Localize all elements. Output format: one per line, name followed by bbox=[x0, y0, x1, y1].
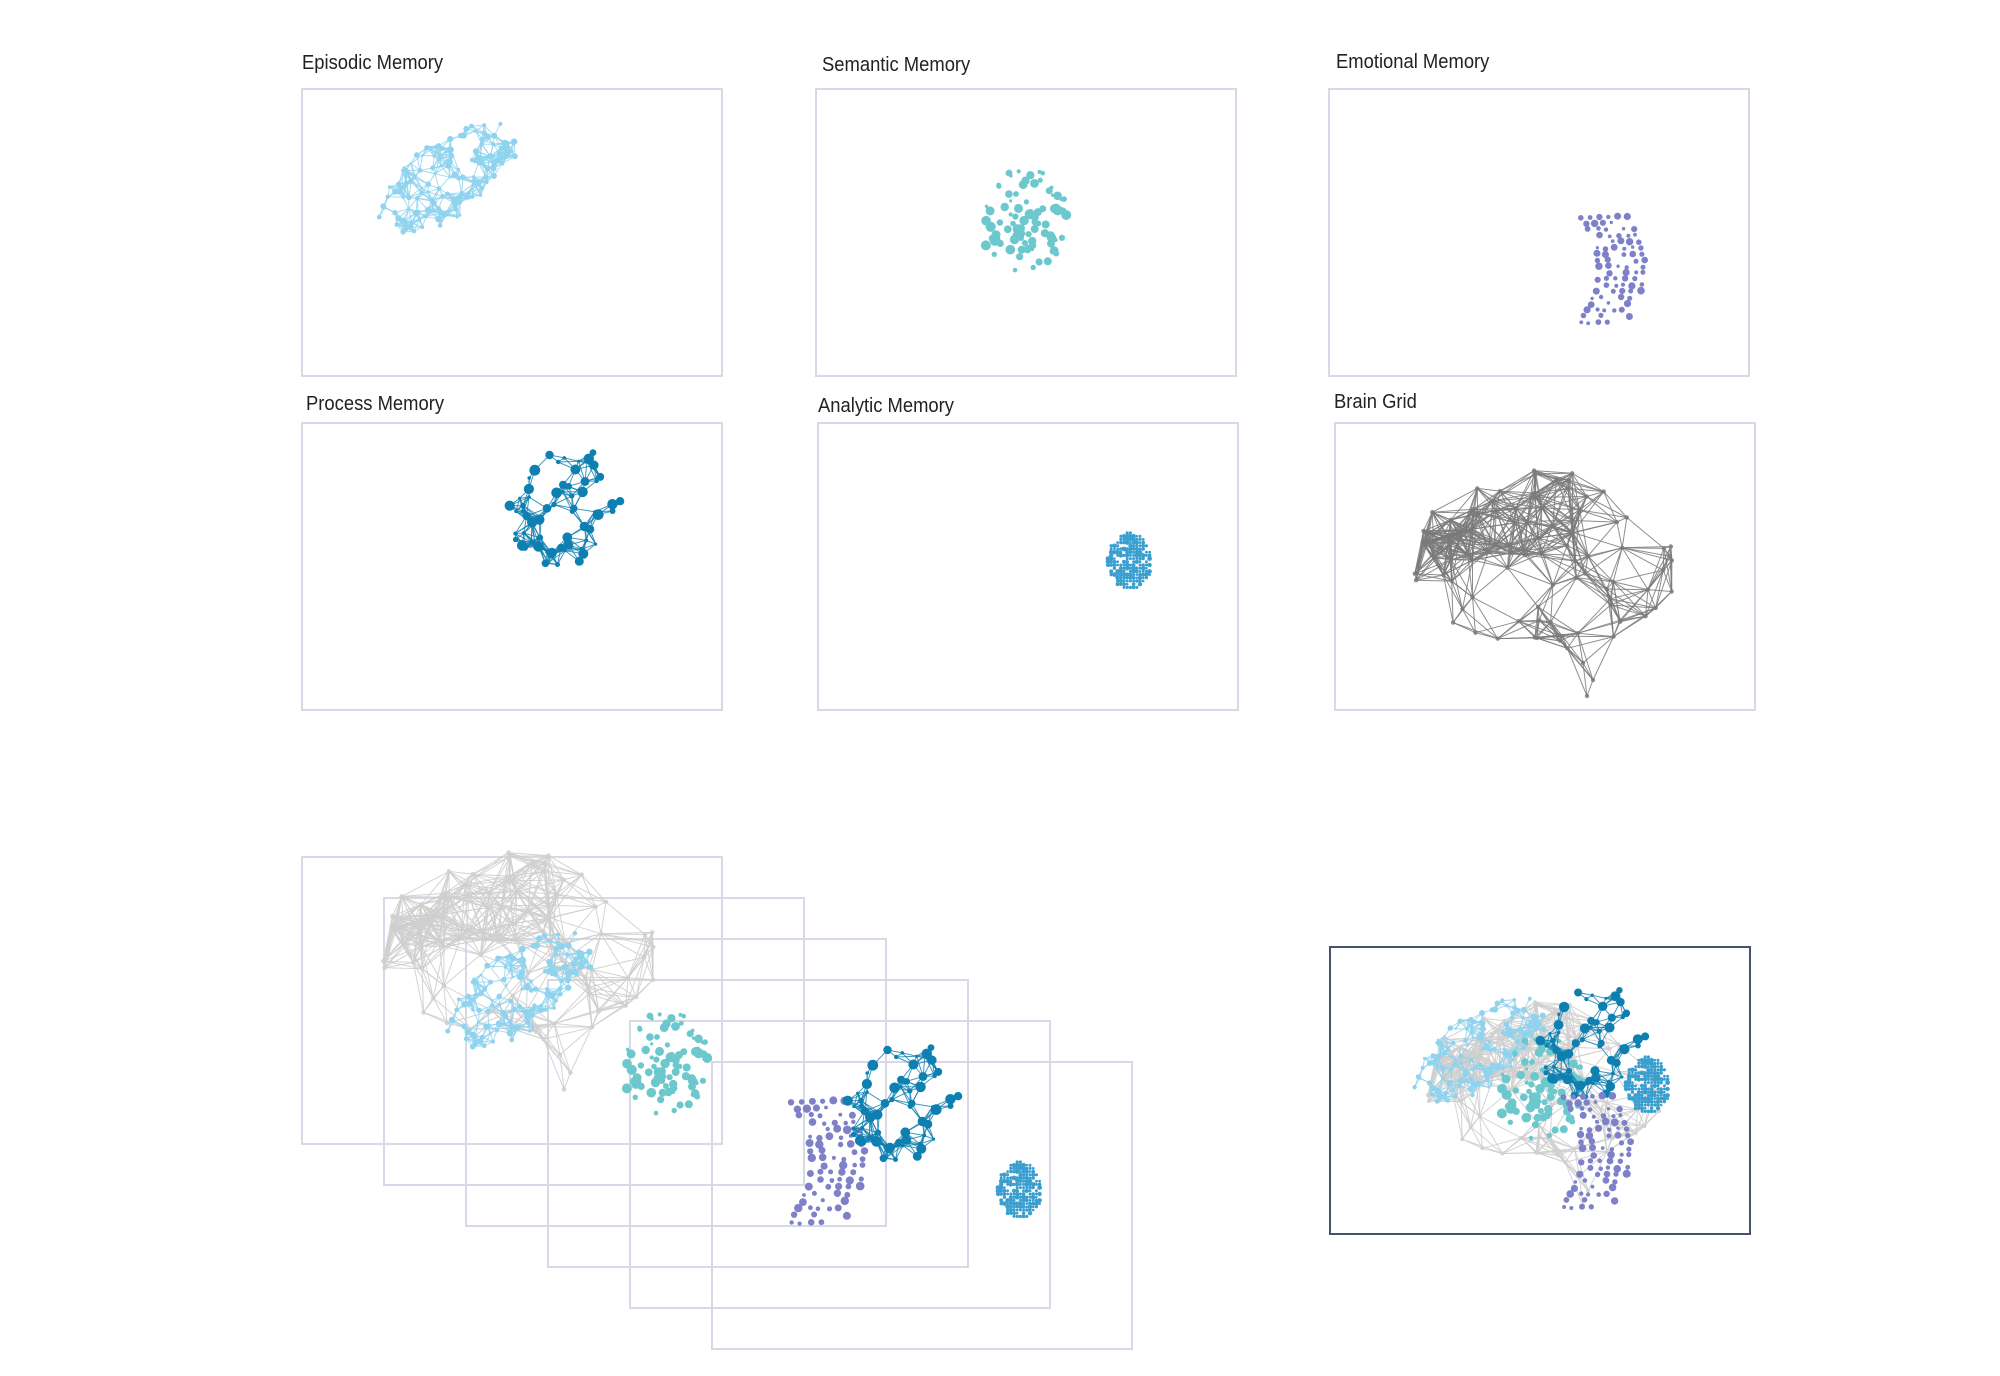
panel-episodic-memory bbox=[301, 88, 723, 377]
panel-semantic-memory bbox=[815, 88, 1237, 377]
title-semantic-memory: Semantic Memory bbox=[822, 54, 971, 76]
panel-analytic-memory bbox=[817, 422, 1239, 711]
panel-combined-brain bbox=[1329, 946, 1751, 1235]
panel-emotional-memory bbox=[1328, 88, 1750, 377]
title-emotional-memory: Emotional Memory bbox=[1336, 51, 1490, 73]
title-analytic-memory: Analytic Memory bbox=[818, 395, 954, 417]
panel-brain-grid bbox=[1334, 422, 1756, 711]
stack-layer-6 bbox=[711, 1061, 1133, 1350]
panel-process-memory bbox=[301, 422, 723, 711]
title-episodic-memory: Episodic Memory bbox=[302, 52, 444, 74]
title-brain-grid: Brain Grid bbox=[1334, 391, 1417, 413]
title-process-memory: Process Memory bbox=[306, 393, 445, 415]
